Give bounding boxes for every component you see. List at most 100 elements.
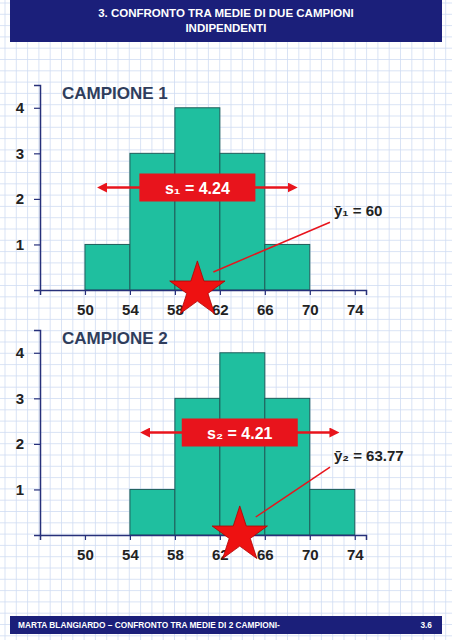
tick: 1 — [16, 236, 40, 253]
sd-label: s₁ = 4.24 — [165, 180, 230, 197]
paper-line — [264, 0, 265, 640]
tick-label: 66 — [257, 546, 274, 563]
paper-line — [0, 568, 452, 569]
paper-line — [434, 0, 435, 640]
paper-line — [0, 601, 452, 602]
tick-label: 58 — [167, 546, 184, 563]
tick: 70 — [302, 290, 319, 318]
paper-line — [0, 116, 452, 117]
sd-label: s₂ = 4.21 — [207, 425, 272, 442]
sd-box — [182, 419, 298, 447]
tick-label: 1 — [16, 481, 24, 498]
tick-mark — [310, 290, 311, 295]
tick-mark — [175, 535, 176, 540]
paper-line — [0, 138, 452, 139]
tick: 58 — [167, 290, 184, 318]
tick-mark — [34, 489, 40, 490]
paper-line — [219, 0, 220, 640]
tick: 50 — [77, 535, 94, 563]
mean-connector — [213, 222, 330, 272]
tick-mark — [355, 290, 356, 295]
axis-line — [34, 86, 41, 291]
tick-mark — [175, 290, 176, 295]
tick-label: 54 — [122, 301, 139, 318]
paper-line — [445, 0, 446, 640]
paper-line — [0, 82, 452, 83]
tick: 58 — [167, 535, 184, 563]
footer-text: MARTA BLANGIARDO – CONFRONTO TRA MEDIE D… — [18, 616, 280, 634]
tick: 4 — [16, 99, 40, 116]
tick-label: 3 — [16, 145, 24, 162]
tick: 54 — [122, 535, 139, 563]
tick: 70 — [302, 535, 319, 563]
tick-label: 50 — [77, 546, 94, 563]
paper-line — [0, 296, 452, 297]
mean-star — [212, 506, 267, 559]
tick-mark — [130, 535, 131, 540]
footer: MARTA BLANGIARDO – CONFRONTO TRA MEDIE D… — [10, 616, 442, 634]
mean-label: ȳ₁ = 60 — [334, 202, 382, 219]
page-number: 3.6 — [420, 616, 432, 634]
paper-line — [0, 613, 452, 614]
paper-line — [298, 0, 299, 640]
histogram-bar — [265, 244, 310, 290]
paper-line — [389, 0, 390, 640]
tick-label: 50 — [77, 301, 94, 318]
tick-mark — [34, 398, 40, 399]
tick-label: 2 — [16, 435, 24, 452]
paper-line — [185, 0, 186, 640]
background: 505458626670741234CAMPIONE 1s₁ = 4.24ȳ₁ … — [0, 0, 452, 640]
tick-label: 4 — [16, 344, 25, 361]
paper-line — [332, 0, 333, 640]
paper-line — [0, 149, 452, 150]
paper-line — [5, 0, 6, 640]
tick: 3 — [16, 390, 40, 407]
paper-line — [276, 0, 277, 640]
tick: 74 — [347, 290, 364, 318]
tick-mark — [34, 444, 40, 445]
histogram-bar — [130, 489, 175, 535]
paper-line — [0, 127, 452, 128]
paper-line — [0, 590, 452, 591]
tick-mark — [34, 153, 40, 154]
tick: 4 — [16, 344, 40, 361]
tick-mark — [265, 290, 266, 295]
histogram-bar — [310, 489, 355, 535]
chart-title: CAMPIONE 1 — [62, 84, 168, 103]
tick-label: 58 — [167, 301, 184, 318]
paper-grid — [0, 0, 452, 640]
tick-label: 74 — [347, 301, 364, 318]
tick: 66 — [257, 535, 274, 563]
chart-title: CAMPIONE 2 — [62, 329, 168, 348]
tick-label: 70 — [302, 546, 319, 563]
tick-mark — [310, 535, 311, 540]
tick-mark — [220, 535, 221, 540]
paper-line — [0, 48, 452, 49]
tick: 50 — [77, 290, 94, 318]
histogram-bar — [85, 244, 130, 290]
paper-line — [321, 0, 322, 640]
tick: 54 — [122, 290, 139, 318]
y-axis: 1 2 3 4 — [16, 331, 41, 536]
paper-line — [0, 579, 452, 580]
plot-area — [130, 353, 355, 535]
paper-line — [310, 0, 311, 640]
tick-label: 2 — [16, 190, 24, 207]
tick: 74 — [347, 535, 364, 563]
axis-line — [34, 331, 41, 536]
paper-line — [174, 0, 175, 640]
tick-mark — [220, 290, 221, 295]
y-axis: 1 2 3 4 — [16, 86, 41, 291]
tick: 2 — [16, 435, 40, 452]
paper-line — [400, 0, 401, 640]
tick: 3 — [16, 145, 40, 162]
paper-line — [208, 0, 209, 640]
paper-line — [16, 0, 17, 640]
paper-line — [411, 0, 412, 640]
paper-line — [423, 0, 424, 640]
paper-line — [0, 70, 452, 71]
paper-line — [50, 0, 51, 640]
paper-line — [287, 0, 288, 640]
chart: 505458626670741234CAMPIONE 2s₂ = 4.21ȳ₂ … — [16, 329, 404, 563]
tick-mark — [34, 244, 40, 245]
